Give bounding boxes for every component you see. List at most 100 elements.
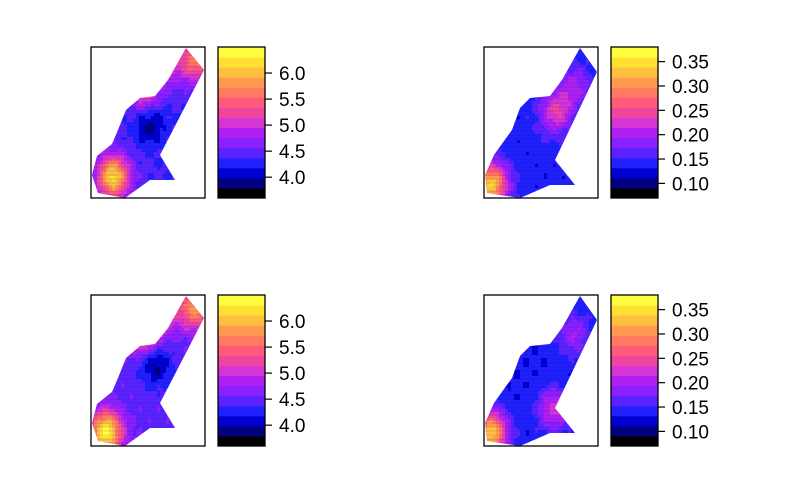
map-cell — [193, 119, 197, 123]
map-cell — [565, 128, 569, 132]
map-cell — [190, 107, 194, 111]
map-cell — [577, 125, 581, 129]
map-cell — [145, 101, 149, 105]
map-cell — [589, 125, 593, 129]
map-cell — [499, 170, 503, 174]
map-cell — [112, 194, 116, 198]
map-cell — [541, 179, 545, 183]
map-cell — [502, 152, 506, 156]
map-cell — [145, 104, 149, 108]
map-cell — [106, 161, 110, 165]
map-cell — [490, 86, 494, 90]
map-cell — [568, 173, 572, 177]
map-cell — [166, 152, 170, 156]
map-cell — [160, 331, 164, 335]
map-cell — [490, 77, 494, 81]
map-cell — [127, 137, 131, 141]
map-cell — [136, 80, 140, 84]
map-cell — [109, 361, 113, 365]
map-cell — [100, 56, 104, 60]
map-cell — [541, 182, 545, 186]
map-cell — [148, 86, 152, 90]
map-cell — [529, 182, 533, 186]
map-cell — [154, 307, 158, 311]
map-cell — [562, 173, 566, 177]
map-cell — [592, 191, 596, 195]
map-cell — [109, 152, 113, 156]
map-cell — [148, 161, 152, 165]
map-cell — [160, 128, 164, 132]
map-cell — [142, 77, 146, 81]
map-cell — [562, 143, 566, 147]
map-cell — [160, 161, 164, 165]
map-cell — [184, 155, 188, 159]
map-cell — [157, 304, 161, 308]
map-cell — [148, 191, 152, 195]
map-cell — [181, 182, 185, 186]
map-cell — [163, 307, 167, 311]
map-cell — [199, 107, 203, 111]
map-cell — [160, 158, 164, 162]
map-cell — [148, 173, 152, 177]
map-cell — [562, 155, 566, 159]
map-cell — [181, 86, 185, 90]
map-cell — [166, 364, 170, 368]
map-cell — [574, 152, 578, 156]
map-cell — [106, 319, 110, 323]
map-cell — [547, 86, 551, 90]
map-cell — [487, 134, 491, 138]
map-cell — [538, 104, 542, 108]
map-cell — [115, 191, 119, 195]
map-cell — [493, 167, 497, 171]
map-cell — [169, 86, 173, 90]
map-cell — [487, 71, 491, 75]
map-cell — [550, 131, 554, 135]
map-cell — [190, 134, 194, 138]
map-cell — [496, 164, 500, 168]
map-cell — [517, 176, 521, 180]
map-cell — [184, 304, 188, 308]
map-cell — [133, 80, 137, 84]
map-cell — [94, 59, 98, 63]
map-cell — [577, 50, 581, 54]
map-cell — [97, 370, 101, 374]
map-cell — [130, 188, 134, 192]
map-cell — [94, 298, 98, 302]
map-cell — [490, 146, 494, 150]
map-cell — [559, 89, 563, 93]
map-cell — [181, 113, 185, 117]
map-cell — [130, 361, 134, 365]
map-cell — [547, 185, 551, 189]
map-cell — [166, 56, 170, 60]
map-cell — [574, 140, 578, 144]
map-cell — [520, 167, 524, 171]
map-cell — [175, 355, 179, 359]
map-cell — [166, 53, 170, 57]
map-cell — [130, 137, 134, 141]
map-cell — [184, 68, 188, 72]
map-cell — [187, 143, 191, 147]
map-cell — [517, 83, 521, 87]
map-cell — [544, 137, 548, 141]
map-cell — [130, 128, 134, 132]
map-cell — [136, 358, 140, 362]
map-cell — [574, 74, 578, 78]
map-cell — [145, 65, 149, 69]
map-cell — [193, 176, 197, 180]
map-cell — [562, 53, 566, 57]
map-cell — [178, 110, 182, 114]
map-cell — [175, 125, 179, 129]
map-cell — [517, 122, 521, 126]
map-cell — [103, 128, 107, 132]
map-cell — [589, 71, 593, 75]
map-cell — [496, 56, 500, 60]
map-cell — [490, 161, 494, 165]
map-cell — [526, 194, 530, 198]
map-cell — [562, 86, 566, 90]
map-cell — [100, 358, 104, 362]
map-cell — [187, 104, 191, 108]
colorbar-tick-label: 0.15 — [672, 150, 709, 171]
map-cell — [502, 80, 506, 84]
map-cell — [100, 304, 104, 308]
map-cell — [499, 116, 503, 120]
